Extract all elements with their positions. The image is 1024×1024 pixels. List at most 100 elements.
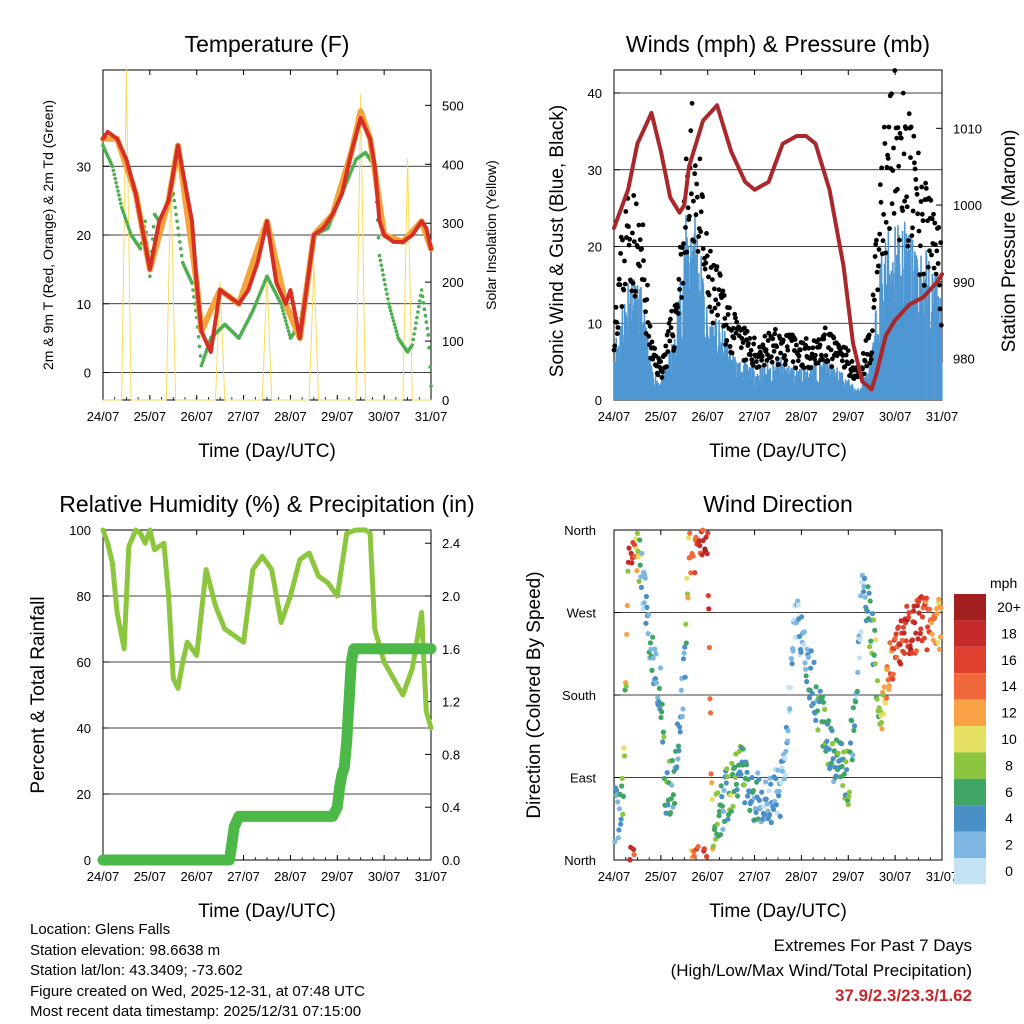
gust-point [892, 68, 898, 73]
wind-direction-point [755, 770, 761, 776]
gust-point [744, 329, 750, 334]
wind-direction-point [705, 530, 711, 536]
y-tick-label: North [564, 523, 596, 538]
wind-direction-point [663, 810, 669, 816]
y-tick-label: 10 [588, 316, 602, 331]
gust-point [734, 319, 740, 325]
dewpoint-point [119, 205, 124, 210]
latlon-text: Station lat/lon: 43.3409; -73.602 [30, 962, 243, 979]
gust-point [937, 306, 943, 312]
gust-point [783, 358, 789, 363]
gust-point [622, 281, 628, 287]
y-axis-title: 2m & 9m T (Red, Orange) & 2m Td (Green) [40, 100, 56, 370]
dewpoint-point [148, 274, 152, 279]
x-tick-label: 28/07 [274, 409, 307, 424]
colorbar-label: 12 [1001, 705, 1017, 721]
gust-point [890, 168, 896, 173]
gust-point [868, 357, 874, 362]
wind-direction-point [879, 726, 885, 732]
gust-point [803, 336, 809, 341]
wind-direction-point [750, 788, 756, 794]
wind-direction-point [808, 648, 814, 654]
wind-direction-point [669, 757, 675, 764]
gust-point [679, 295, 684, 300]
wind-direction-point [921, 635, 927, 641]
gust-point [773, 327, 778, 332]
dewpoint-point [386, 297, 390, 301]
dewpoint-point [281, 308, 285, 313]
gust-point [803, 342, 808, 348]
gust-point [664, 332, 670, 338]
wind-direction-point [646, 611, 652, 618]
wind-direction-point [670, 792, 677, 798]
x-tick-label: 31/07 [926, 409, 959, 424]
dewpoint-point [376, 235, 381, 240]
gust-point [928, 197, 934, 203]
wind-direction-point [622, 687, 628, 693]
gust-point [876, 263, 881, 269]
gust-point [679, 245, 685, 251]
gust-point [911, 133, 917, 139]
gust-point [659, 375, 665, 380]
dewpoint-point [379, 263, 384, 268]
wind-direction-point [819, 694, 826, 700]
x-tick-label: 24/07 [598, 869, 631, 884]
gust-point [828, 347, 834, 353]
wind-direction-point [814, 708, 821, 714]
wind-direction-point [872, 627, 878, 633]
x-axis-title: Time (Day/UTC) [709, 441, 847, 462]
gust-point [626, 242, 632, 248]
dewpoint-point [124, 219, 129, 224]
wind-direction-point [927, 606, 933, 612]
wind-direction-point [638, 584, 645, 591]
gust-point [870, 292, 876, 298]
colorbar-title: mph [990, 575, 1017, 591]
wind-direction-point [880, 692, 886, 698]
gust-point [762, 333, 768, 339]
wind-direction-point [904, 603, 910, 609]
wind-direction-point [872, 661, 878, 667]
gust-point [733, 315, 738, 321]
wind-direction-point [669, 782, 675, 788]
gust-point [919, 184, 925, 190]
y-tick-label: 30 [588, 163, 602, 178]
wind-direction-point [668, 810, 674, 816]
gust-point [727, 305, 732, 311]
gust-point [683, 156, 689, 162]
gust-point [712, 286, 717, 292]
wind-direction-point [777, 813, 783, 820]
wind-direction-point [914, 603, 921, 609]
wind-direction-point [716, 813, 722, 819]
colorbar-swatch [954, 646, 986, 674]
wind-direction-point [650, 655, 656, 661]
wind-direction-point [756, 776, 762, 782]
wind-direction-point [768, 819, 774, 826]
wind-direction-point [873, 637, 879, 643]
wind-direction-point [696, 538, 702, 544]
gust-point [704, 231, 709, 236]
dewpoint-point [192, 295, 196, 299]
wind-direction-point [616, 827, 622, 833]
wind-direction-point [828, 760, 835, 766]
wind-direction-point [790, 648, 796, 654]
gust-point [749, 357, 755, 362]
wind-direction-point [913, 648, 919, 654]
panel-title: Winds (mph) & Pressure (mb) [626, 31, 930, 57]
gust-point [901, 151, 907, 157]
wind-direction-point [923, 595, 930, 601]
gust-point [765, 338, 771, 343]
wind-direction-point [829, 741, 836, 747]
gust-point [618, 251, 623, 256]
wind-direction-point [813, 717, 819, 724]
y-tick-label: 60 [77, 655, 91, 670]
wind-direction-point [753, 809, 759, 816]
gust-point [646, 333, 652, 339]
wind-direction-point [841, 771, 847, 777]
wind-direction-point [718, 832, 724, 838]
gust-point [771, 348, 777, 354]
wind-direction-point [706, 606, 712, 612]
dewpoint-point [151, 224, 156, 229]
dewpoint-point [389, 312, 394, 316]
wind-direction-point [804, 679, 810, 685]
gust-point [626, 224, 631, 229]
